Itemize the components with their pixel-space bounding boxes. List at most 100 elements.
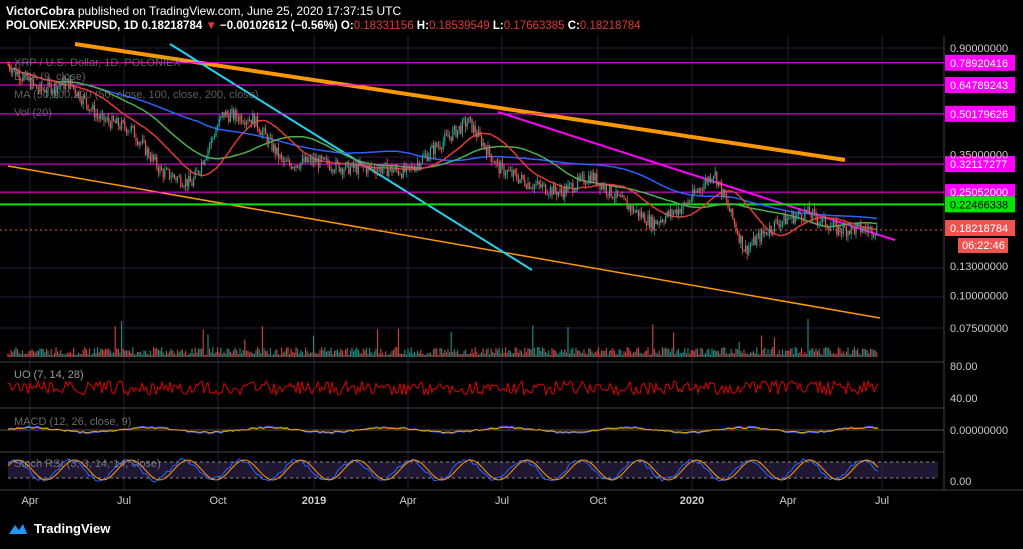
volume-bar (385, 351, 387, 357)
volume-bar (444, 350, 446, 357)
low-label: L: (492, 20, 504, 32)
volume-bar (21, 350, 23, 357)
level-badge (945, 54, 1015, 71)
candle-body (36, 84, 38, 90)
candle-body (629, 205, 631, 211)
volume-bar (716, 351, 718, 357)
volume-bar (660, 354, 662, 357)
time-axis[interactable]: Apr Jul Oct 2019 Apr Jul Oct 2020 Apr Jul (21, 495, 889, 507)
volume-bar (517, 352, 519, 357)
candle-body (844, 224, 846, 228)
candle-body (532, 188, 534, 190)
volume-bar (12, 352, 14, 357)
volume-bar (532, 325, 534, 357)
candle-body (65, 81, 67, 89)
volume-bar (679, 353, 681, 357)
ma-50-line (7, 63, 877, 237)
candle-body (873, 235, 875, 237)
volume-bar (231, 353, 233, 357)
volume-bar (287, 347, 289, 357)
volume-bar (105, 348, 107, 357)
candle-body (604, 185, 606, 190)
candle-body (572, 183, 574, 193)
volume-bar (684, 348, 686, 357)
candle-body (465, 119, 467, 127)
volume-bar (303, 354, 305, 357)
volume-bar (516, 348, 518, 357)
volume-bar (154, 348, 156, 357)
volume-bar (313, 335, 315, 357)
volume-bar (44, 352, 46, 357)
orange-lower-trendline[interactable] (7, 165, 881, 319)
candle-body (300, 162, 302, 169)
candle-body (695, 191, 697, 194)
volume-bar (484, 353, 486, 357)
candle-body (20, 79, 22, 81)
candle-body (826, 226, 828, 229)
volume-bar (149, 350, 151, 357)
candle-body (343, 169, 345, 175)
volume-bar (466, 354, 468, 357)
volume-bar (389, 354, 391, 357)
candle-body (439, 145, 441, 149)
candle-body (181, 186, 183, 188)
volume-bar (337, 349, 339, 357)
candle-body (378, 166, 380, 170)
volume-bar (873, 350, 875, 357)
candle-body (415, 166, 417, 171)
candle-body (450, 136, 452, 141)
candle-body (271, 137, 273, 151)
volume-bar (799, 351, 801, 357)
candle-body (423, 155, 425, 157)
volume-bar (863, 348, 865, 357)
volume-bar (210, 352, 212, 357)
last-price-badge (945, 219, 1015, 236)
volume-bar (330, 347, 332, 357)
candle-body (98, 116, 100, 119)
volume-bar (29, 351, 31, 357)
volume-bar (63, 353, 65, 357)
magenta-trendline[interactable] (497, 111, 896, 241)
tradingview-footer[interactable]: TradingView (8, 520, 110, 536)
volume-bar (261, 326, 263, 357)
stoch-tick-label: 0.00 (950, 476, 971, 488)
volume-bar (724, 347, 726, 357)
volume-bar (514, 347, 516, 357)
volume-bar (874, 349, 876, 357)
volume-bar (783, 354, 785, 357)
candle-body (753, 236, 755, 244)
volume-bar (858, 353, 860, 357)
candle-body (772, 231, 774, 233)
volume-bar (183, 353, 185, 357)
candle-body (842, 224, 844, 234)
volume-bar (77, 352, 79, 357)
candle-body (466, 123, 468, 127)
candle-body (145, 141, 147, 156)
candle-body (871, 226, 873, 236)
candle-body (684, 203, 686, 204)
volume-bar (565, 352, 567, 357)
candle-body (580, 175, 582, 179)
level-label: 0.64789243 (950, 80, 1008, 92)
orange-upper-trendline[interactable] (74, 42, 846, 162)
candle-body (525, 185, 527, 189)
candle-body (351, 162, 353, 168)
candle-body (321, 155, 323, 159)
volume-bar (340, 348, 342, 357)
author-name[interactable]: VictorCobra (6, 4, 75, 18)
volume-bar (186, 354, 188, 357)
candle-body (42, 89, 44, 91)
ma-label: MA (50,100,200 (50, close, 100, close, 2… (14, 89, 259, 101)
candle-body (607, 193, 609, 196)
volume-bar (543, 348, 545, 357)
volume-bar (31, 349, 33, 357)
price-axis[interactable]: 0.78920416 0.64789243 0.50179626 0.32117277… (945, 43, 1015, 488)
volume-bar (868, 353, 870, 357)
volume-bar (556, 352, 558, 357)
volume-bar (121, 321, 123, 357)
volume-bar (757, 354, 759, 357)
volume-bar (439, 348, 441, 357)
candle-body (330, 169, 332, 171)
volume-bar (13, 349, 15, 357)
